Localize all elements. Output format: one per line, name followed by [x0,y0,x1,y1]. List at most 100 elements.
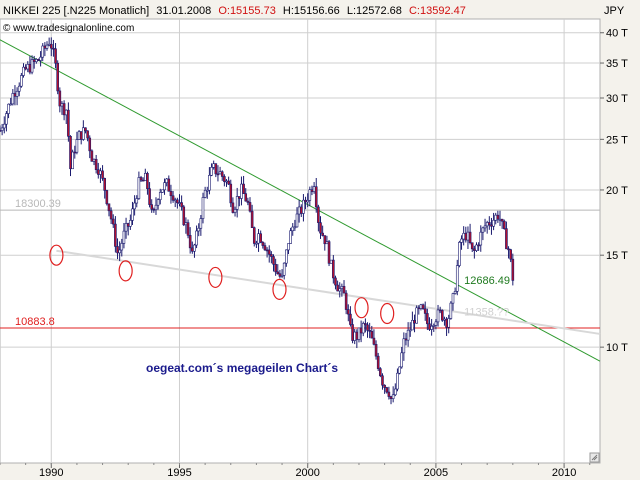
candle-body [0,130,2,132]
candle-body [338,288,342,292]
candle-body [434,321,438,326]
candle-body [398,366,401,374]
candle-body [473,248,476,251]
candle-body [156,199,160,206]
candle-body [43,45,47,49]
candle-body [400,352,404,368]
candle-body [334,277,337,286]
candle-body [483,225,487,229]
candle-body [319,222,322,234]
x-tick-label: 1995 [167,467,191,479]
candle-body [182,206,186,226]
y-tick-label: 20 T [606,185,628,197]
candle-body [73,151,77,154]
candle-body [163,182,166,191]
candle-body [340,286,344,289]
candle-body [216,173,220,176]
candle-body [460,238,463,243]
candle-body [353,331,357,341]
candle-body [346,309,350,315]
candle-body [205,189,209,192]
candle-body [231,202,235,213]
candle-body [52,47,55,50]
candle-body [421,304,425,310]
candle-body [263,245,267,251]
candle-body [359,327,363,334]
candle-body [355,331,359,340]
candle-body [197,227,201,232]
candle-body [389,396,393,399]
trend-label: 12686.49 [464,275,510,287]
open-value: O:15155.73 [218,5,276,17]
candle-body [28,63,32,73]
candle-body [492,219,495,227]
candle-body [327,241,331,264]
candle-body [295,213,299,228]
candle-body [13,93,17,97]
candle-body [304,199,307,203]
candle-body [141,179,145,182]
candle-body [143,173,147,181]
candle-body [167,178,171,192]
candle-body [306,200,309,203]
trend-label: 11358.?? [464,306,509,318]
candle-body [225,180,228,183]
candle-body [259,233,262,243]
candle-body [451,293,455,304]
candle-body [372,337,376,345]
low-value: L:12572.68 [347,5,402,17]
candle-body [368,330,371,332]
candle-body [274,263,277,273]
candle-body [291,226,295,232]
candle-body [329,259,333,264]
candle-body [212,163,215,168]
candle-body [54,48,57,64]
candle-body [235,196,239,210]
candle-body [396,372,399,390]
candle-body [199,218,203,229]
candle-body [477,244,480,247]
candle-body [432,325,436,327]
candle-body [79,131,83,140]
candle-body [165,178,168,183]
candle-body [436,309,440,323]
y-tick-label: 35 T [606,58,628,70]
candle-body [438,309,442,312]
level-label: 10883.8 [15,316,55,328]
candle-body [475,244,478,251]
candle-body [191,247,194,252]
website-watermark: © www.tradesignalonline.com [3,23,134,34]
candle-body [404,338,408,341]
candle-body [15,90,19,97]
candle-body [146,173,149,189]
candle-body [92,158,96,162]
pivot-circles [49,244,395,325]
candle-body [387,391,391,397]
candle-body [302,199,305,214]
candle-body [158,192,162,201]
pivot-circle [380,302,395,325]
candle-body [246,200,250,203]
candle-body [176,199,179,204]
candle-body [336,284,339,292]
candle-body [488,222,491,226]
candle-body [195,230,198,246]
candle-body [67,109,70,137]
level-label: 18300.39 [15,198,61,210]
candle-body [56,62,59,92]
candle-body [208,175,211,191]
candle-body [188,235,192,249]
chart-date: 31.01.2008 [156,5,211,17]
candle-body [485,222,489,227]
candle-body [116,246,119,254]
candle-body [47,43,51,46]
candle-body [391,394,395,399]
currency-label: JPY [604,5,625,17]
candle-body [120,243,124,251]
candle-body [428,323,431,330]
candle-body [214,163,218,175]
candle-body [99,170,102,175]
x-tick-label: 2010 [552,467,576,479]
candle-body [203,189,207,198]
